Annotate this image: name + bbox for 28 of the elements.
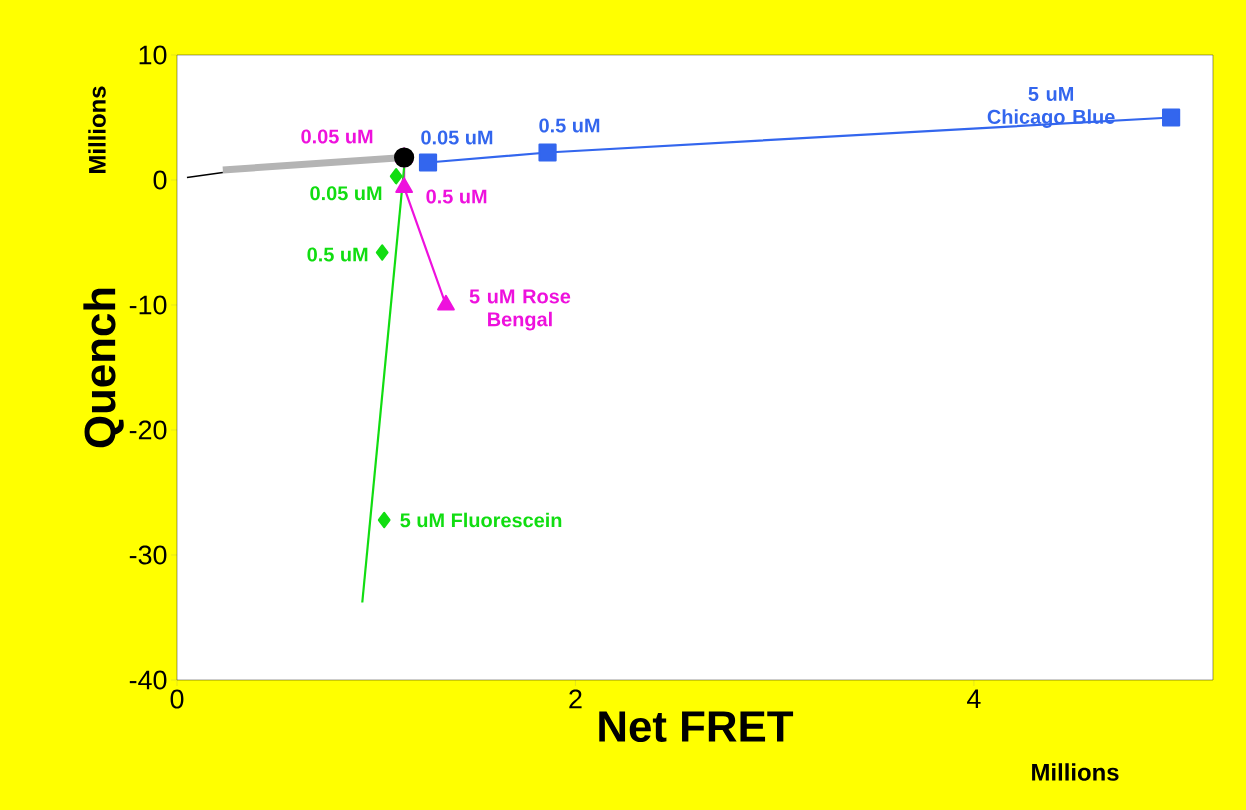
point [377,511,391,529]
point [375,244,389,261]
y-tick-label: 10 [139,45,167,65]
annotation: 5 uM Rose Bengal [469,289,571,331]
y-axis-title: Quench [83,288,124,448]
x-tick-label: 0 [170,689,184,709]
x-tick-label: 4 [967,689,981,709]
annotation: 0.5 uM [539,118,600,133]
annotation: 0.5 uM [426,189,487,204]
annotation: 0.5 uM [307,247,368,262]
point [538,143,557,162]
annotation: 0.05 uM [421,130,493,145]
y-tick-label: -30 [129,545,167,565]
annotation: 0.05 uM [310,186,382,201]
text: Millions [1032,763,1119,781]
point [389,168,403,185]
y-tick-label: -20 [129,420,167,440]
point [1162,108,1181,127]
y-tick-label: 0 [153,170,167,190]
point [394,147,415,168]
point [418,153,438,172]
y-tick-label: -10 [129,295,167,315]
text: Millions [88,86,106,173]
annotation: 0.05 uM [301,129,373,144]
y-tick-label: -40 [129,670,167,690]
x-axis-title: Net FRET [599,711,794,742]
x-tick-label: 2 [569,689,582,709]
annotation: 5 uM Fluorescein [400,512,562,528]
